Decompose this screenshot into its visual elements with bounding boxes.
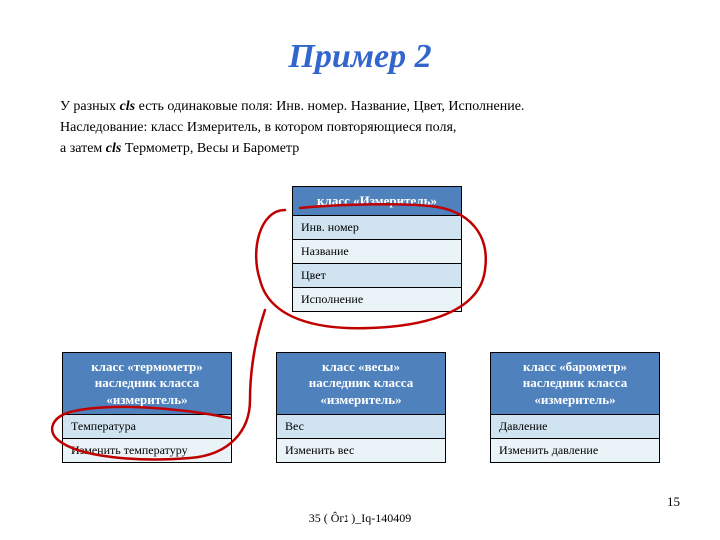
class-parent-header: класс «Измеритель» (293, 187, 462, 216)
class-barometer-header-l3: «измеритель» (534, 392, 615, 407)
class-scales-header-l2: наследник класса (309, 375, 413, 390)
class-table-scales: класс «весы» наследник класса «измерител… (276, 352, 446, 463)
class-scales-header: класс «весы» наследник класса «измерител… (277, 353, 446, 415)
class-barometer-row-2: Изменить давление (491, 438, 660, 462)
body-line-3-post: Термометр, Весы и Барометр (121, 141, 299, 156)
footer-text: 35 ( Ôгנ )_Iq-140409 (0, 511, 720, 526)
body-line-3-em: cls (106, 141, 122, 156)
body-line-1-em: cls (120, 99, 136, 114)
class-thermometer-header: класс «термометр» наследник класса «изме… (63, 353, 232, 415)
class-table-barometer: класс «барометр» наследник класса «измер… (490, 352, 660, 463)
body-line-2: Наследование: класс Измеритель, в которо… (60, 117, 660, 138)
class-barometer-header-l1: класс «барометр» (523, 359, 627, 374)
class-parent-row-4: Исполнение (293, 288, 462, 312)
class-barometer-header-l2: наследник класса (523, 375, 627, 390)
slide: Пример 2 У разных cls есть одинаковые по… (0, 0, 720, 540)
class-barometer-row-1: Давление (491, 414, 660, 438)
body-text: У разных cls есть одинаковые поля: Инв. … (60, 96, 660, 159)
class-barometer-header: класс «барометр» наследник класса «измер… (491, 353, 660, 415)
class-parent-row-2: Название (293, 240, 462, 264)
class-thermometer-header-l2: наследник класса (95, 375, 199, 390)
body-line-1-post: есть одинаковые поля: Инв. номер. Назван… (135, 99, 524, 114)
class-parent-row-1: Инв. номер (293, 216, 462, 240)
body-line-3: а затем cls Термометр, Весы и Барометр (60, 138, 660, 159)
body-line-1-pre: У разных (60, 99, 120, 114)
body-line-1: У разных cls есть одинаковые поля: Инв. … (60, 96, 660, 117)
class-scales-row-2: Изменить вес (277, 438, 446, 462)
class-table-parent: класс «Измеритель» Инв. номер Название Ц… (292, 186, 462, 312)
class-thermometer-row-2: Изменить температуру (63, 438, 232, 462)
class-scales-header-l1: класс «весы» (322, 359, 400, 374)
body-line-3-pre: а затем (60, 141, 106, 156)
class-scales-row-1: Вес (277, 414, 446, 438)
class-thermometer-header-l3: «измеритель» (106, 392, 187, 407)
class-table-thermometer: класс «термометр» наследник класса «изме… (62, 352, 232, 463)
slide-number: 15 (667, 494, 680, 510)
class-thermometer-header-l1: класс «термометр» (91, 359, 203, 374)
class-scales-header-l3: «измеритель» (320, 392, 401, 407)
slide-title: Пример 2 (0, 38, 720, 76)
class-parent-row-3: Цвет (293, 264, 462, 288)
class-thermometer-row-1: Температура (63, 414, 232, 438)
